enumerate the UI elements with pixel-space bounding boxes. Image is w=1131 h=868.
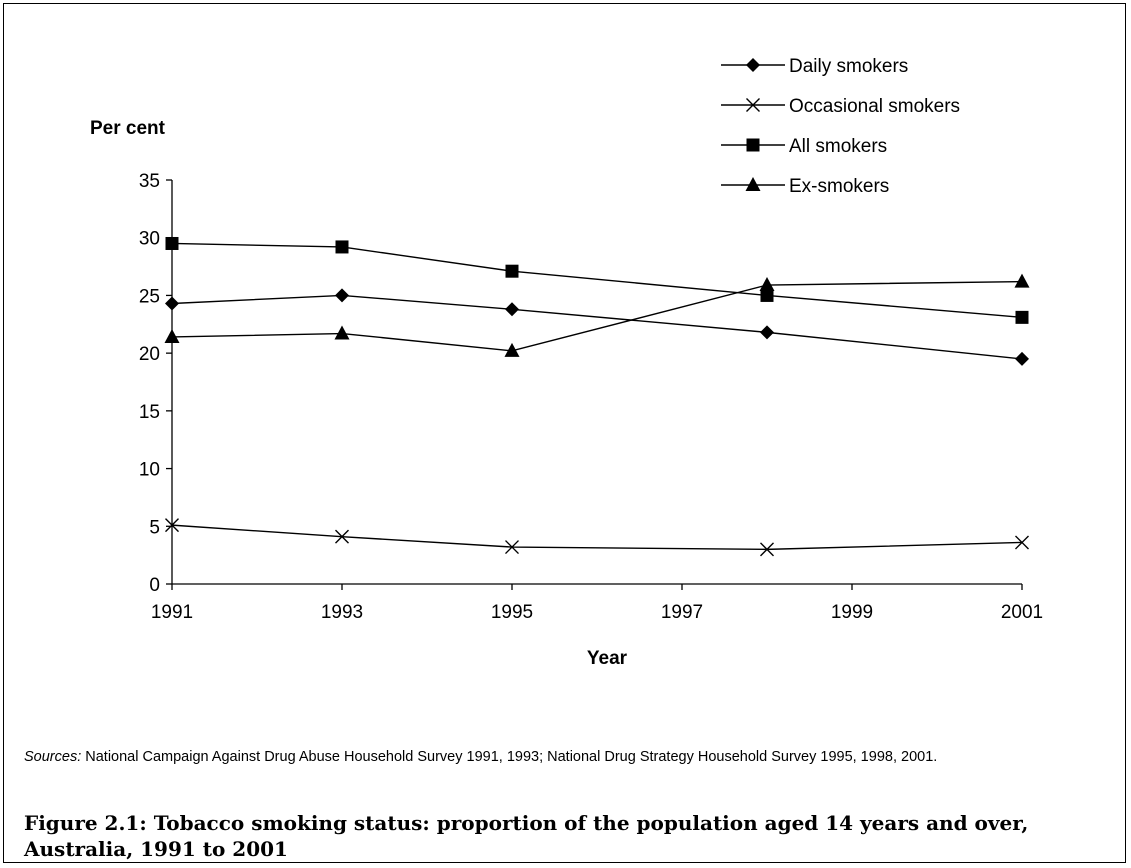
square-marker (1015, 310, 1029, 324)
y-axis-title: Per cent (90, 118, 166, 139)
line-chart: 0 5 10 15 20 25 30 35 1991 1993 1995 1997 1999 2001 Pe… (90, 56, 1043, 669)
x-tick-label: 2001 (1001, 602, 1043, 623)
data-point (504, 342, 520, 357)
diamond-marker (1015, 351, 1029, 366)
square-marker (760, 288, 774, 302)
cross-marker (746, 98, 760, 112)
legend-marker (746, 138, 760, 152)
data-point (165, 236, 179, 250)
series-line (171, 294, 1023, 360)
series-ex-smokers (164, 273, 1030, 357)
cross-marker (335, 529, 349, 544)
legend-item: Occasional smokers (721, 96, 960, 117)
y-tick-label: 0 (149, 575, 160, 596)
x-tick-label: 1991 (151, 602, 193, 623)
legend-item: All smokers (721, 136, 887, 157)
triangle-marker (334, 325, 350, 340)
triangle-marker (1014, 273, 1030, 288)
x-tick-label: 1993 (321, 602, 363, 623)
y-tick-label: 10 (139, 460, 160, 481)
y-tick-label: 5 (149, 517, 160, 538)
triangle-marker (759, 277, 775, 292)
data-point (505, 302, 519, 317)
data-point (1014, 273, 1030, 288)
figure-caption: Figure 2.1: Tobacco smoking status: prop… (24, 811, 1029, 861)
data-point (335, 288, 349, 303)
data-point (165, 296, 179, 311)
series-line (171, 524, 1023, 551)
sources-note: Sources: National Campaign Against Drug … (24, 747, 1114, 768)
diamond-marker (165, 296, 179, 311)
legend-item: Daily smokers (721, 56, 908, 77)
legend-label: All smokers (789, 136, 887, 157)
y-tick-label: 25 (139, 286, 160, 307)
legend: Daily smokers Occasional smokers All smoke… (721, 56, 960, 197)
y-tick-label: 30 (139, 229, 160, 250)
sources-lead: Sources: (24, 749, 82, 765)
y-tick-label: 35 (139, 171, 160, 192)
square-marker (505, 264, 519, 278)
legend-marker (745, 177, 761, 191)
data-point (164, 328, 180, 343)
cross-marker (1015, 535, 1029, 550)
legend-label: Daily smokers (789, 56, 908, 77)
legend-marker (746, 98, 760, 112)
triangle-marker (504, 342, 520, 357)
data-point (1015, 310, 1029, 324)
figure-frame: 0 5 10 15 20 25 30 35 1991 1993 1995 1997 1999 2001 Pe… (3, 3, 1126, 863)
diamond-marker (505, 302, 519, 317)
data-point (760, 325, 774, 340)
cross-marker (505, 540, 519, 555)
y-tick-label: 20 (139, 344, 160, 365)
legend-marker (746, 58, 760, 72)
legend-label: Ex-smokers (789, 176, 889, 197)
series-daily-smokers (165, 288, 1029, 366)
diamond-marker (746, 58, 760, 72)
diamond-marker (760, 325, 774, 340)
data-point (505, 264, 519, 278)
y-tick-label: 15 (139, 402, 160, 423)
x-axis-title: Year (587, 648, 628, 669)
cross-marker (760, 542, 774, 557)
data-point (334, 325, 350, 340)
x-tick-label: 1999 (831, 602, 873, 623)
data-point (759, 277, 775, 292)
data-point (335, 240, 349, 254)
triangle-marker (745, 177, 761, 191)
legend-item: Ex-smokers (721, 176, 889, 197)
legend-label: Occasional smokers (789, 96, 960, 117)
series-line (171, 242, 1023, 319)
cross-marker (165, 518, 179, 533)
sources-text: National Campaign Against Drug Abuse Hou… (81, 749, 938, 765)
series-occasional-smokers (165, 518, 1029, 557)
data-point (505, 540, 519, 555)
series-all-smokers (165, 236, 1029, 324)
data-point (335, 529, 349, 544)
diamond-marker (335, 288, 349, 303)
data-point (760, 542, 774, 557)
data-point (165, 518, 179, 533)
square-marker (165, 236, 179, 250)
data-point (1015, 535, 1029, 550)
data-point (1015, 351, 1029, 366)
data-point (760, 288, 774, 302)
square-marker (746, 138, 760, 152)
x-tick-label: 1995 (491, 602, 533, 623)
series-line (171, 280, 1023, 352)
triangle-marker (164, 328, 180, 343)
x-tick-label: 1997 (661, 602, 703, 623)
square-marker (335, 240, 349, 254)
